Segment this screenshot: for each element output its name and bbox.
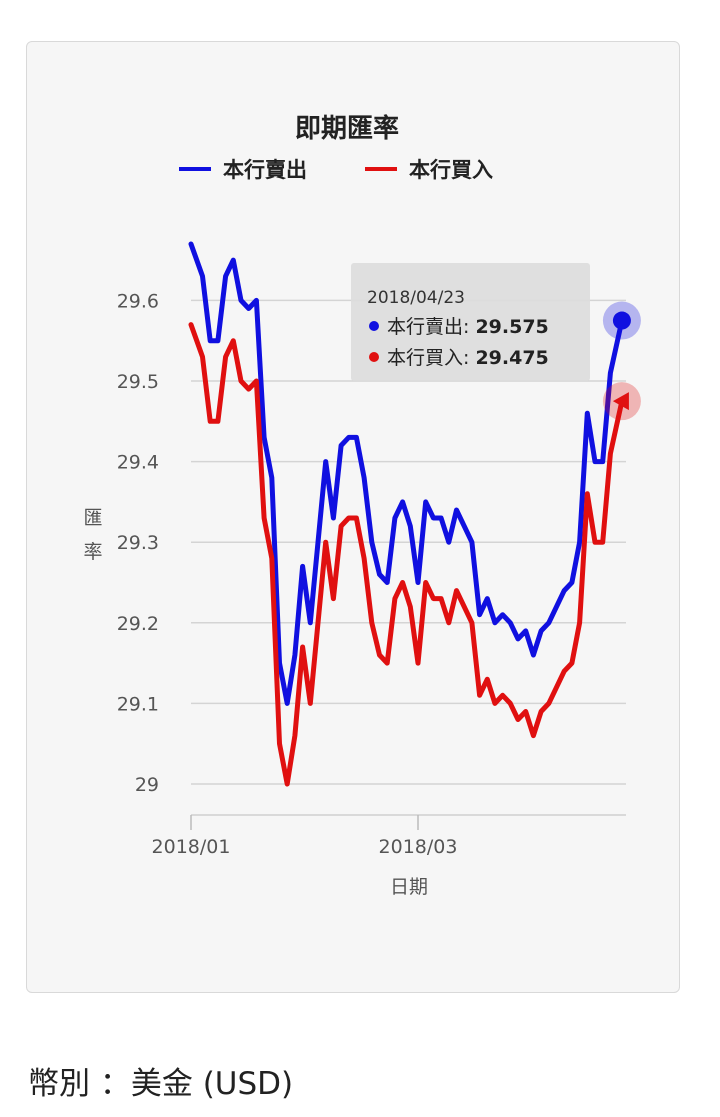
y-tick-label: 29.4: [117, 452, 159, 474]
tooltip-item: 本行買入: 29.475: [387, 347, 549, 369]
tooltip-date: 2018/04/23: [367, 288, 465, 308]
y-tick-label: 29.3: [117, 532, 159, 554]
tooltip-item-label: 本行賣出:: [387, 316, 475, 338]
series-line-buy: [188, 322, 625, 787]
tooltip-marker: [369, 321, 379, 331]
tooltip-item-value: 29.475: [475, 347, 548, 369]
y-tick-label: 29.1: [117, 693, 159, 715]
y-axis-title: 率: [83, 541, 102, 563]
tooltip-item-value: 29.575: [475, 316, 548, 338]
x-axis-title: 日期: [390, 876, 428, 898]
legend-label-buy: 本行買入: [409, 158, 493, 182]
x-tick-label: 2018/03: [379, 836, 458, 858]
currency-label: 幣別 ：美金 (USD): [28, 1066, 294, 1102]
x-tick-label: 2018/01: [152, 836, 231, 858]
highlight-point-sell: [612, 311, 631, 330]
y-tick-label: 29.6: [117, 290, 159, 312]
highlight-point-buy: [612, 392, 629, 411]
tooltip-marker: [369, 352, 379, 362]
chart-card: 即期匯率本行賣出 本行買入 29 29.1 29.2 29.3 29.4 29.5 29.6 20…: [26, 41, 680, 993]
y-tick-label: 29.2: [117, 613, 159, 635]
series-line-sell: [188, 241, 625, 706]
y-tick-label: 29.5: [117, 371, 159, 393]
y-tick-label: 29: [135, 774, 159, 796]
chart-title: 即期匯率: [295, 113, 399, 144]
tooltip-box: [351, 263, 590, 381]
tooltip-item-label: 本行買入:: [387, 347, 475, 369]
legend-label-sell: 本行賣出: [223, 158, 307, 182]
y-axis-title: 匯: [83, 507, 102, 529]
tooltip-item: 本行賣出: 29.575: [387, 316, 549, 338]
